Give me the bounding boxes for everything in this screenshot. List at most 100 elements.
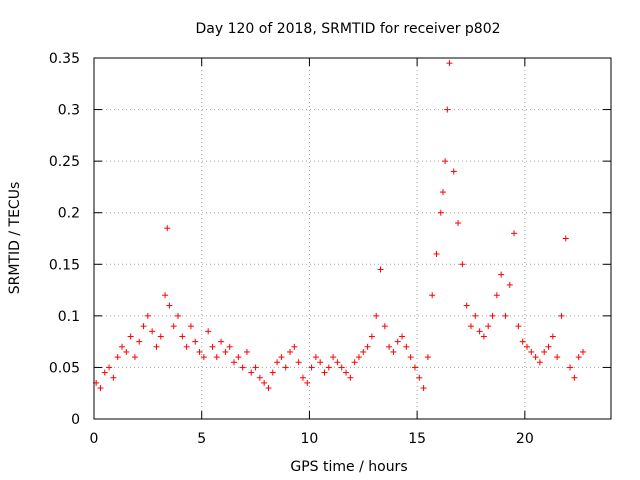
data-point — [235, 354, 242, 361]
data-point — [455, 220, 462, 227]
data-point — [153, 343, 160, 350]
data-point — [308, 364, 315, 371]
data-point — [97, 385, 104, 392]
data-point — [579, 348, 586, 355]
data-point — [420, 385, 427, 392]
data-point — [498, 271, 505, 278]
data-point — [338, 364, 345, 371]
x-tick-label: 15 — [408, 431, 426, 447]
data-point — [334, 359, 341, 366]
y-axis-label: SRMTID / TECUs — [7, 182, 23, 295]
x-tick-label: 5 — [197, 431, 206, 447]
axis-ticks: 0 0.05 0.1 0.15 0.2 0.25 0.3 0.35 0 5 10 15 20 — [49, 51, 611, 447]
data-point — [377, 266, 384, 273]
data-point — [252, 364, 259, 371]
data-point — [269, 369, 276, 376]
data-point — [265, 385, 272, 392]
data-point — [571, 374, 578, 381]
grid — [94, 58, 611, 419]
data-point — [558, 312, 565, 319]
data-point — [439, 189, 446, 196]
data-point — [444, 106, 451, 113]
data-point — [131, 354, 138, 361]
data-point — [222, 348, 229, 355]
data-point — [164, 225, 171, 232]
y-tick-label: 0.3 — [58, 103, 80, 119]
data-point — [355, 354, 362, 361]
data-point — [149, 328, 156, 335]
x-tick-label: 10 — [301, 431, 319, 447]
data-point — [536, 359, 543, 366]
data-point — [304, 379, 311, 386]
data-point — [287, 348, 294, 355]
data-point — [179, 333, 186, 340]
data-point — [416, 374, 423, 381]
x-axis-label: GPS time / hours — [290, 459, 407, 475]
y-tick-label: 0 — [71, 412, 80, 428]
data-point — [549, 333, 556, 340]
data-point — [209, 343, 216, 350]
data-point — [110, 374, 117, 381]
data-point — [411, 364, 418, 371]
data-point — [523, 343, 530, 350]
data-point — [187, 323, 194, 330]
data-point — [144, 312, 151, 319]
data-point — [106, 364, 113, 371]
data-point — [343, 369, 350, 376]
data-point — [183, 343, 190, 350]
data-point — [226, 343, 233, 350]
data-point — [205, 328, 212, 335]
data-point — [394, 338, 401, 345]
data-point — [368, 333, 375, 340]
data-point — [480, 333, 487, 340]
data-point — [119, 343, 126, 350]
data-point — [123, 348, 130, 355]
data-point — [515, 323, 522, 330]
x-tick-label: 20 — [516, 431, 534, 447]
data-point — [101, 369, 108, 376]
chart-title: Day 120 of 2018, SRMTID for receiver p80… — [195, 21, 500, 37]
data-point — [321, 369, 328, 376]
data-point — [347, 374, 354, 381]
data-point — [472, 312, 479, 319]
data-point — [450, 168, 457, 175]
data-point — [433, 250, 440, 257]
data-point — [162, 292, 169, 299]
y-tick-label: 0.1 — [58, 309, 80, 325]
y-tick-label: 0.2 — [58, 206, 80, 222]
data-point — [407, 354, 414, 361]
data-point — [463, 302, 470, 309]
data-point — [554, 354, 561, 361]
data-point — [200, 354, 207, 361]
data-point — [127, 333, 134, 340]
data-point — [476, 328, 483, 335]
plot-frame — [93, 57, 612, 420]
data-point — [399, 333, 406, 340]
data-point — [528, 348, 535, 355]
data-point — [575, 354, 582, 361]
data-point — [493, 292, 500, 299]
data-point — [140, 323, 147, 330]
data-point — [231, 359, 238, 366]
data-point — [437, 209, 444, 216]
data-point — [136, 338, 143, 345]
data-point — [373, 312, 380, 319]
data-point — [532, 354, 539, 361]
data-point — [261, 379, 268, 386]
data-point — [330, 354, 337, 361]
data-point — [351, 359, 358, 366]
data-point — [390, 348, 397, 355]
data-point — [511, 230, 518, 237]
data-point — [467, 323, 474, 330]
data-point — [295, 359, 302, 366]
data-point — [114, 354, 121, 361]
data-point — [278, 354, 285, 361]
data-point — [291, 343, 298, 350]
data-point — [485, 323, 492, 330]
data-point — [196, 348, 203, 355]
data-point — [166, 302, 173, 309]
data-point — [545, 343, 552, 350]
data-point — [213, 354, 220, 361]
